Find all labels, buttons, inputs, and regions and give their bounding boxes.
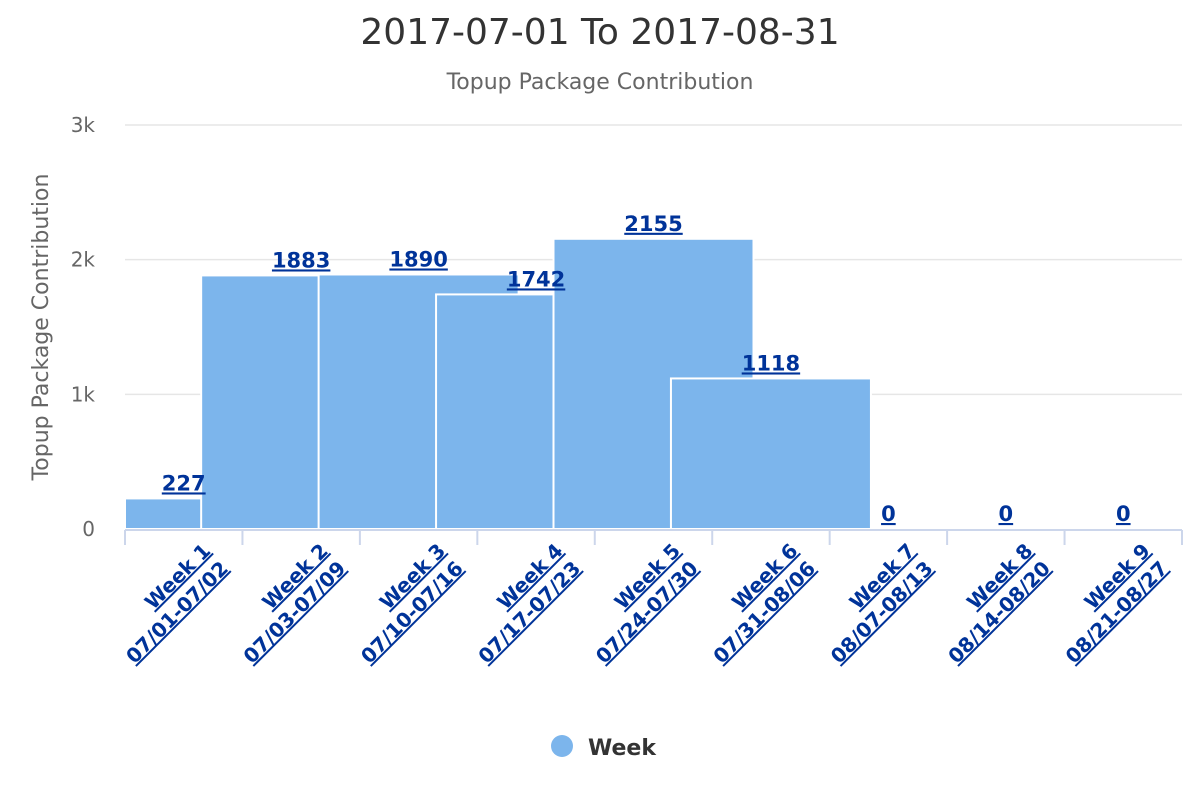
x-tick-label: Week 307/10-07/16 xyxy=(338,539,468,669)
x-tick-label: Week 107/01-07/02 xyxy=(103,539,233,669)
chart-title: 2017-07-01 To 2017-08-31 xyxy=(360,12,840,53)
x-tick-label: Week 507/24-07/30 xyxy=(573,539,703,669)
x-tick-label: Week 808/14-08/20 xyxy=(925,539,1055,669)
x-tick-label: Week 407/17-07/23 xyxy=(456,539,586,669)
x-tick-label: Week 708/07-08/13 xyxy=(808,539,938,669)
x-tick-label: Week 908/21-08/27 xyxy=(1043,539,1173,669)
y-tick-label: 1k xyxy=(71,382,96,406)
data-label: 1118 xyxy=(742,351,800,375)
y-axis-title: Topup Package Contribution xyxy=(29,174,54,482)
data-label: 1742 xyxy=(507,267,565,291)
data-label: 2155 xyxy=(624,212,682,236)
x-tick-label: Week 607/31-08/06 xyxy=(691,539,821,669)
x-tick-label: Week 207/03-07/09 xyxy=(221,539,351,669)
legend-label: Week xyxy=(588,736,657,761)
data-label: 227 xyxy=(162,471,206,495)
data-label: 0 xyxy=(881,502,896,526)
legend-marker xyxy=(551,735,573,757)
y-tick-label: 2k xyxy=(71,248,96,272)
data-label: 0 xyxy=(999,502,1014,526)
y-tick-label: 0 xyxy=(82,517,95,541)
bars xyxy=(124,237,872,531)
bar xyxy=(669,377,872,530)
data-label: 1883 xyxy=(272,248,330,272)
data-label: 0 xyxy=(1116,502,1131,526)
data-labels: 227 1883 1890 1742 2155 1118 0 0 0 xyxy=(162,212,1131,526)
data-label: 1890 xyxy=(389,247,447,271)
y-tick-label: 3k xyxy=(71,113,96,137)
chart-subtitle: Topup Package Contribution xyxy=(446,70,754,95)
legend[interactable]: Week xyxy=(551,735,657,761)
